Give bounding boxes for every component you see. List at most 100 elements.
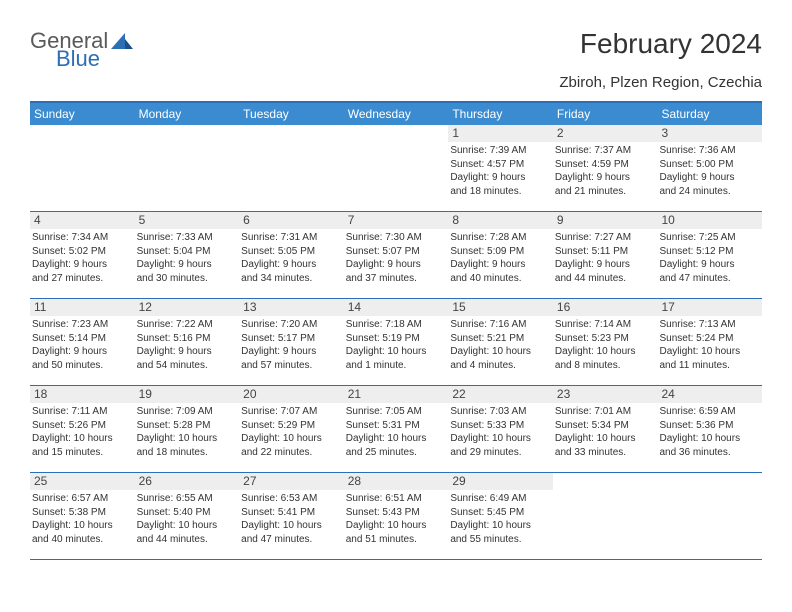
day-info-line: Daylight: 10 hours bbox=[555, 345, 654, 359]
day-info-line: Daylight: 10 hours bbox=[346, 432, 445, 446]
day-info-line: and 55 minutes. bbox=[450, 533, 549, 547]
day-info-line: Sunrise: 7:39 AM bbox=[450, 144, 549, 158]
day-cell bbox=[657, 473, 762, 559]
day-number bbox=[30, 125, 135, 142]
day-info-line: and 36 minutes. bbox=[659, 446, 758, 460]
day-info: Sunrise: 7:23 AMSunset: 5:14 PMDaylight:… bbox=[30, 318, 135, 372]
day-info-line: Sunrise: 7:37 AM bbox=[555, 144, 654, 158]
day-info-line: and 30 minutes. bbox=[137, 272, 236, 286]
day-info-line: Daylight: 10 hours bbox=[137, 432, 236, 446]
day-header-row: SundayMondayTuesdayWednesdayThursdayFrid… bbox=[30, 103, 762, 125]
day-info: Sunrise: 6:57 AMSunset: 5:38 PMDaylight:… bbox=[30, 492, 135, 546]
day-info-line: and 21 minutes. bbox=[555, 185, 654, 199]
day-info-line: Daylight: 10 hours bbox=[346, 519, 445, 533]
day-number: 3 bbox=[657, 125, 762, 142]
day-info-line: Sunset: 5:17 PM bbox=[241, 332, 340, 346]
day-number: 21 bbox=[344, 386, 449, 403]
day-cell: 3 Sunrise: 7:36 AMSunset: 5:00 PMDaylight… bbox=[657, 125, 762, 211]
location: Zbiroh, Plzen Region, Czechia bbox=[30, 74, 762, 91]
day-info-line: Sunset: 5:05 PM bbox=[241, 245, 340, 259]
day-info-line: Sunrise: 6:53 AM bbox=[241, 492, 340, 506]
day-info-line: Sunset: 5:36 PM bbox=[659, 419, 758, 433]
day-info-line: Daylight: 9 hours bbox=[555, 171, 654, 185]
day-info-line: Sunset: 5:34 PM bbox=[555, 419, 654, 433]
day-info-line: and 22 minutes. bbox=[241, 446, 340, 460]
day-info: Sunrise: 7:20 AMSunset: 5:17 PMDaylight:… bbox=[239, 318, 344, 372]
day-info-line: Daylight: 10 hours bbox=[555, 432, 654, 446]
day-number: 5 bbox=[135, 212, 240, 229]
day-info-line: Sunset: 5:14 PM bbox=[32, 332, 131, 346]
day-info: Sunrise: 7:31 AMSunset: 5:05 PMDaylight:… bbox=[239, 231, 344, 285]
week-row: 11 Sunrise: 7:23 AMSunset: 5:14 PMDayligh… bbox=[30, 299, 762, 386]
day-info: Sunrise: 7:03 AMSunset: 5:33 PMDaylight:… bbox=[448, 405, 553, 459]
day-cell: 13Sunrise: 7:20 AMSunset: 5:17 PMDayligh… bbox=[239, 299, 344, 385]
day-cell: 20Sunrise: 7:07 AMSunset: 5:29 PMDayligh… bbox=[239, 386, 344, 472]
day-number: 17 bbox=[657, 299, 762, 316]
day-info-line: Sunset: 5:26 PM bbox=[32, 419, 131, 433]
day-info-line: Daylight: 9 hours bbox=[32, 258, 131, 272]
day-info-line: Sunrise: 7:33 AM bbox=[137, 231, 236, 245]
day-info-line: Daylight: 9 hours bbox=[137, 258, 236, 272]
day-info-line: Daylight: 9 hours bbox=[346, 258, 445, 272]
day-info-line: and 27 minutes. bbox=[32, 272, 131, 286]
day-cell: 9Sunrise: 7:27 AMSunset: 5:11 PMDaylight… bbox=[553, 212, 658, 298]
day-info-line: Sunset: 5:04 PM bbox=[137, 245, 236, 259]
day-info-line: and 54 minutes. bbox=[137, 359, 236, 373]
day-info-line: Sunset: 5:24 PM bbox=[659, 332, 758, 346]
day-info: Sunrise: 7:01 AMSunset: 5:34 PMDaylight:… bbox=[553, 405, 658, 459]
day-info-line: and 18 minutes. bbox=[450, 185, 549, 199]
day-cell: 22 Sunrise: 7:03 AMSunset: 5:33 PMDayligh… bbox=[448, 386, 553, 472]
day-number: 8 bbox=[448, 212, 553, 229]
day-info-line: Daylight: 10 hours bbox=[241, 519, 340, 533]
day-header: Tuesday bbox=[239, 107, 344, 121]
day-info: Sunrise: 7:16 AMSunset: 5:21 PMDaylight:… bbox=[448, 318, 553, 372]
day-info-line: and 4 minutes. bbox=[450, 359, 549, 373]
day-cell: 6Sunrise: 7:31 AMSunset: 5:05 PMDaylight… bbox=[239, 212, 344, 298]
day-info: Sunrise: 7:22 AMSunset: 5:16 PMDaylight:… bbox=[135, 318, 240, 372]
day-cell: 19Sunrise: 7:09 AMSunset: 5:28 PMDayligh… bbox=[135, 386, 240, 472]
day-info-line: Sunset: 5:19 PM bbox=[346, 332, 445, 346]
day-info-line: and 37 minutes. bbox=[346, 272, 445, 286]
day-cell bbox=[553, 473, 658, 559]
day-cell: 16 Sunrise: 7:14 AMSunset: 5:23 PMDayligh… bbox=[553, 299, 658, 385]
day-number: 22 bbox=[448, 386, 553, 403]
day-info: Sunrise: 6:59 AMSunset: 5:36 PMDaylight:… bbox=[657, 405, 762, 459]
month-title: February 2024 bbox=[580, 28, 762, 60]
day-header: Wednesday bbox=[344, 107, 449, 121]
title-block: February 2024 bbox=[580, 28, 762, 60]
day-info-line: Sunset: 5:38 PM bbox=[32, 506, 131, 520]
day-info-line: Daylight: 9 hours bbox=[450, 258, 549, 272]
day-info-line: Sunrise: 7:27 AM bbox=[555, 231, 654, 245]
day-info-line: Sunset: 5:07 PM bbox=[346, 245, 445, 259]
day-info-line: Daylight: 9 hours bbox=[555, 258, 654, 272]
day-info-line: Sunrise: 7:05 AM bbox=[346, 405, 445, 419]
day-number: 19 bbox=[135, 386, 240, 403]
day-number bbox=[135, 125, 240, 142]
day-info-line: Sunset: 5:43 PM bbox=[346, 506, 445, 520]
day-info: Sunrise: 7:27 AMSunset: 5:11 PMDaylight:… bbox=[553, 231, 658, 285]
day-number: 11 bbox=[30, 299, 135, 316]
day-info-line: Sunset: 5:00 PM bbox=[659, 158, 758, 172]
day-info: Sunrise: 7:14 AMSunset: 5:23 PMDaylight:… bbox=[553, 318, 658, 372]
day-info-line: Sunrise: 7:22 AM bbox=[137, 318, 236, 332]
day-cell: 14Sunrise: 7:18 AMSunset: 5:19 PMDayligh… bbox=[344, 299, 449, 385]
day-info-line: Sunrise: 7:03 AM bbox=[450, 405, 549, 419]
day-info: Sunrise: 7:37 AMSunset: 4:59 PMDaylight:… bbox=[553, 144, 658, 198]
day-cell: 23Sunrise: 7:01 AMSunset: 5:34 PMDayligh… bbox=[553, 386, 658, 472]
day-number bbox=[657, 473, 762, 490]
day-info-line: Sunset: 5:12 PM bbox=[659, 245, 758, 259]
day-info: Sunrise: 7:36 AMSunset: 5:00 PMDaylight:… bbox=[657, 144, 762, 198]
day-number: 4 bbox=[30, 212, 135, 229]
day-info: Sunrise: 7:13 AMSunset: 5:24 PMDaylight:… bbox=[657, 318, 762, 372]
day-info-line: Sunrise: 7:31 AM bbox=[241, 231, 340, 245]
day-info-line: and 11 minutes. bbox=[659, 359, 758, 373]
day-number: 16 bbox=[553, 299, 658, 316]
day-info-line: Sunrise: 7:25 AM bbox=[659, 231, 758, 245]
day-info-line: and 1 minute. bbox=[346, 359, 445, 373]
day-number: 28 bbox=[344, 473, 449, 490]
day-info-line: Sunset: 4:59 PM bbox=[555, 158, 654, 172]
day-info-line: Daylight: 10 hours bbox=[32, 519, 131, 533]
day-info-line: Sunset: 5:11 PM bbox=[555, 245, 654, 259]
day-cell: 1Sunrise: 7:39 AMSunset: 4:57 PMDaylight… bbox=[448, 125, 553, 211]
day-cell: 12Sunrise: 7:22 AMSunset: 5:16 PMDayligh… bbox=[135, 299, 240, 385]
